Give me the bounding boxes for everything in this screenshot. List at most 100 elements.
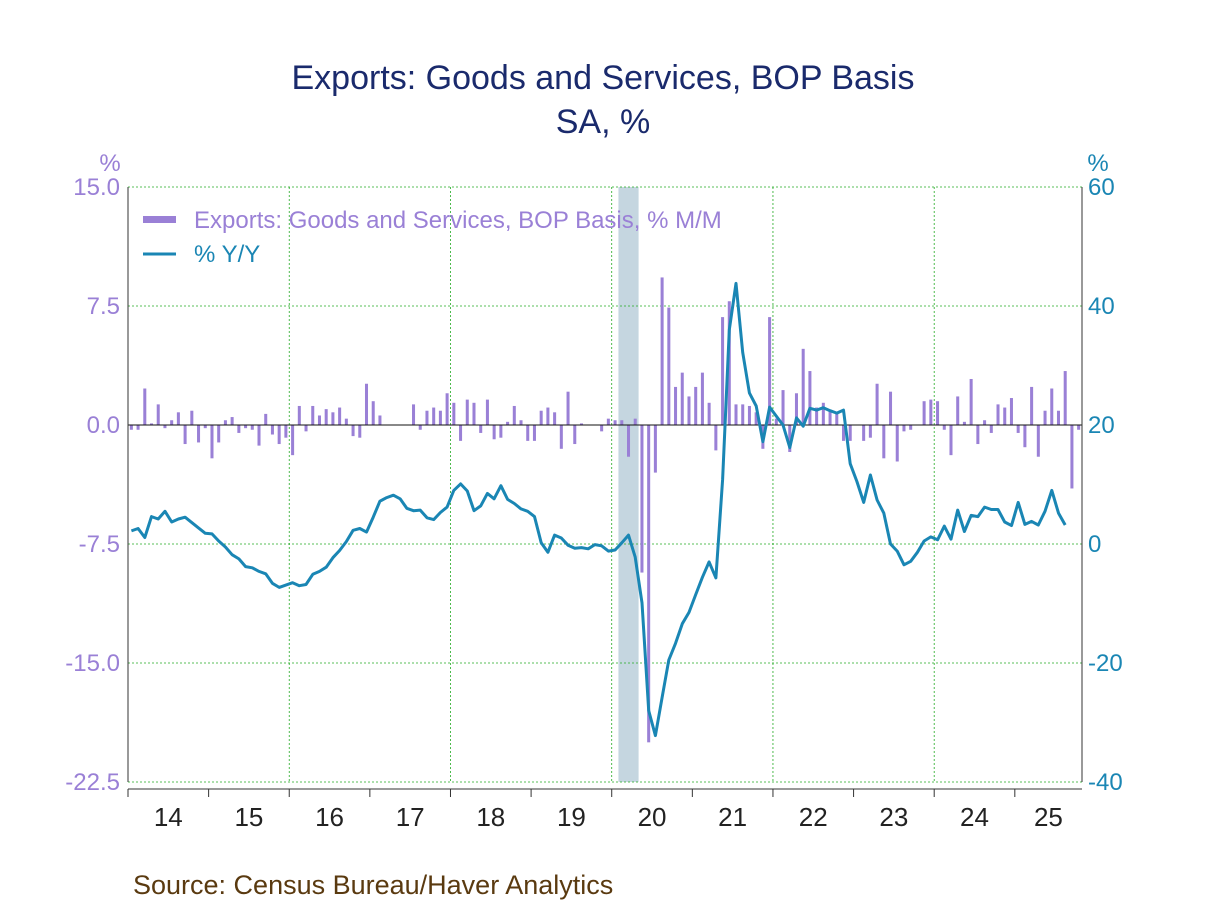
mm-bar — [143, 388, 147, 425]
mm-bar — [627, 425, 631, 457]
mm-bar — [868, 425, 872, 438]
mm-bar — [660, 277, 664, 425]
mm-bar — [714, 425, 718, 451]
mm-bar — [862, 425, 866, 441]
right-tick-labels: 60 40 20 0 -20 -40 — [1088, 174, 1123, 796]
mm-bar — [412, 404, 416, 425]
mm-bar — [700, 372, 704, 425]
mm-bar — [956, 396, 960, 425]
chart-title: Exports: Goods and Services, BOP Basis — [292, 59, 915, 97]
mm-bar — [996, 404, 1000, 425]
mm-bar — [754, 412, 758, 425]
mm-bar — [418, 425, 422, 430]
mm-bar — [620, 420, 624, 425]
right-tick-label: 60 — [1088, 174, 1115, 201]
x-tick-label: 22 — [799, 802, 828, 832]
right-tick-label: 0 — [1088, 531, 1101, 558]
mm-bar — [909, 425, 913, 430]
mm-bar — [653, 425, 657, 473]
mm-bar — [176, 412, 180, 425]
mm-bar — [828, 410, 832, 425]
left-tick-label: -7.5 — [79, 531, 120, 558]
mm-bar — [962, 421, 966, 425]
mm-bar — [1077, 425, 1081, 430]
chart-subtitle: SA, % — [556, 103, 650, 141]
mm-bar — [438, 410, 442, 425]
mm-bar — [640, 425, 644, 573]
legend-line-label: % Y/Y — [194, 241, 260, 268]
mm-bar — [170, 420, 174, 425]
mm-bar — [492, 425, 496, 440]
axes — [127, 187, 1083, 797]
mm-bar — [741, 404, 745, 425]
mm-bar — [600, 425, 604, 432]
mm-bar — [566, 391, 570, 425]
mm-bar — [1036, 425, 1040, 457]
mm-bar — [942, 425, 946, 430]
mm-bar — [647, 425, 651, 743]
mm-bar — [465, 399, 469, 425]
mm-bar — [291, 425, 295, 456]
mm-bar — [344, 418, 348, 425]
recession-shading — [618, 187, 639, 782]
mm-bar — [217, 425, 221, 443]
mm-bar — [687, 396, 691, 425]
source-note: Source: Census Bureau/Haver Analytics — [133, 870, 613, 900]
mm-bar — [539, 410, 543, 425]
x-tick-label: 23 — [879, 802, 908, 832]
mm-bar — [573, 425, 577, 445]
mm-bar — [1003, 407, 1007, 425]
mm-bar — [633, 418, 637, 425]
mm-bar — [606, 418, 610, 425]
mm-bar — [519, 420, 523, 425]
mm-bar — [983, 420, 987, 425]
mm-bar — [1016, 425, 1020, 433]
mm-bar — [667, 307, 671, 425]
mm-bar — [553, 412, 557, 425]
mm-bar — [1056, 410, 1060, 425]
mm-bar — [781, 390, 785, 425]
mm-bar — [788, 425, 792, 452]
mm-bar — [304, 425, 308, 432]
mm-bar — [875, 383, 879, 425]
mm-bar — [1030, 386, 1034, 425]
right-tick-label: 20 — [1088, 412, 1115, 439]
x-tick-label: 16 — [315, 802, 344, 832]
mm-bar — [270, 425, 274, 435]
mm-bar — [1043, 410, 1047, 425]
x-tick-label: 18 — [476, 802, 505, 832]
mm-bar — [613, 420, 617, 425]
mm-bar — [129, 425, 133, 430]
x-tick-labels: 14 15 16 17 18 19 20 21 22 23 24 25 — [154, 802, 1063, 832]
mm-bar — [902, 425, 906, 432]
mm-bar — [674, 386, 678, 425]
x-tick-label: 20 — [638, 802, 667, 832]
mm-bar — [532, 425, 536, 441]
mm-bar — [445, 393, 449, 425]
mm-bar — [378, 415, 382, 425]
mm-bar — [546, 407, 550, 425]
mm-bar — [338, 407, 342, 425]
mm-bar — [264, 413, 268, 425]
x-tick-label: 21 — [718, 802, 747, 832]
mm-bar — [244, 425, 248, 429]
mm-bar — [976, 425, 980, 445]
mm-bar — [257, 425, 261, 446]
mm-bar — [559, 425, 563, 449]
right-tick-label: -20 — [1088, 650, 1123, 677]
x-tick-label: 17 — [396, 802, 425, 832]
left-tick-label: 7.5 — [87, 293, 120, 320]
left-tick-label: 15.0 — [73, 174, 120, 201]
mm-bar — [747, 405, 751, 425]
mm-bar — [680, 372, 684, 425]
mm-bar — [358, 425, 362, 438]
mm-bar — [821, 402, 825, 425]
mm-bar — [794, 393, 798, 425]
mm-bar — [485, 399, 489, 425]
mm-bar — [136, 425, 140, 430]
mm-bar — [848, 425, 852, 441]
mm-bar — [371, 401, 375, 425]
mm-bar — [237, 425, 241, 433]
left-tick-label: -22.5 — [65, 769, 120, 796]
mm-bar — [156, 404, 160, 425]
